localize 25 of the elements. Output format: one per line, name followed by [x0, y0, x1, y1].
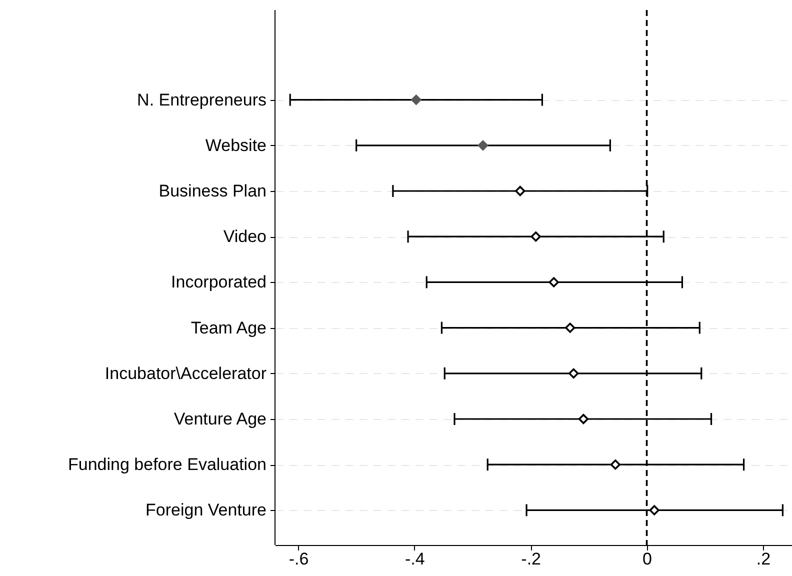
point: [568, 368, 579, 378]
x-tick-label: -.4: [404, 550, 425, 568]
y-tick-label: Venture Age: [174, 410, 266, 428]
point: [530, 232, 541, 242]
point: [411, 94, 422, 105]
y-tick-label: Business Plan: [158, 182, 266, 200]
point: [515, 186, 526, 196]
x-tick-label: -.2: [521, 550, 542, 568]
point: [565, 322, 576, 333]
y-tick-label: Incubator\Accelerator: [104, 364, 267, 383]
x-tick-label: -.6: [288, 550, 309, 568]
y-tick-label: Foreign Venture: [146, 500, 266, 520]
x-tick-label: .2: [756, 550, 771, 568]
point: [478, 140, 488, 150]
point: [610, 460, 620, 470]
point: [578, 414, 589, 424]
y-tick-label: Team Age: [190, 318, 266, 338]
point: [548, 277, 559, 288]
y-tick-label: Website: [205, 136, 266, 155]
y-tick-label: Video: [223, 227, 266, 246]
x-tick-label: 0: [642, 550, 652, 568]
y-tick-label: Incorporated: [171, 272, 266, 292]
y-tick-label: N. Entrepreneurs: [137, 90, 266, 110]
point: [649, 505, 660, 516]
y-tick-label: Funding before Evaluation: [68, 455, 266, 474]
